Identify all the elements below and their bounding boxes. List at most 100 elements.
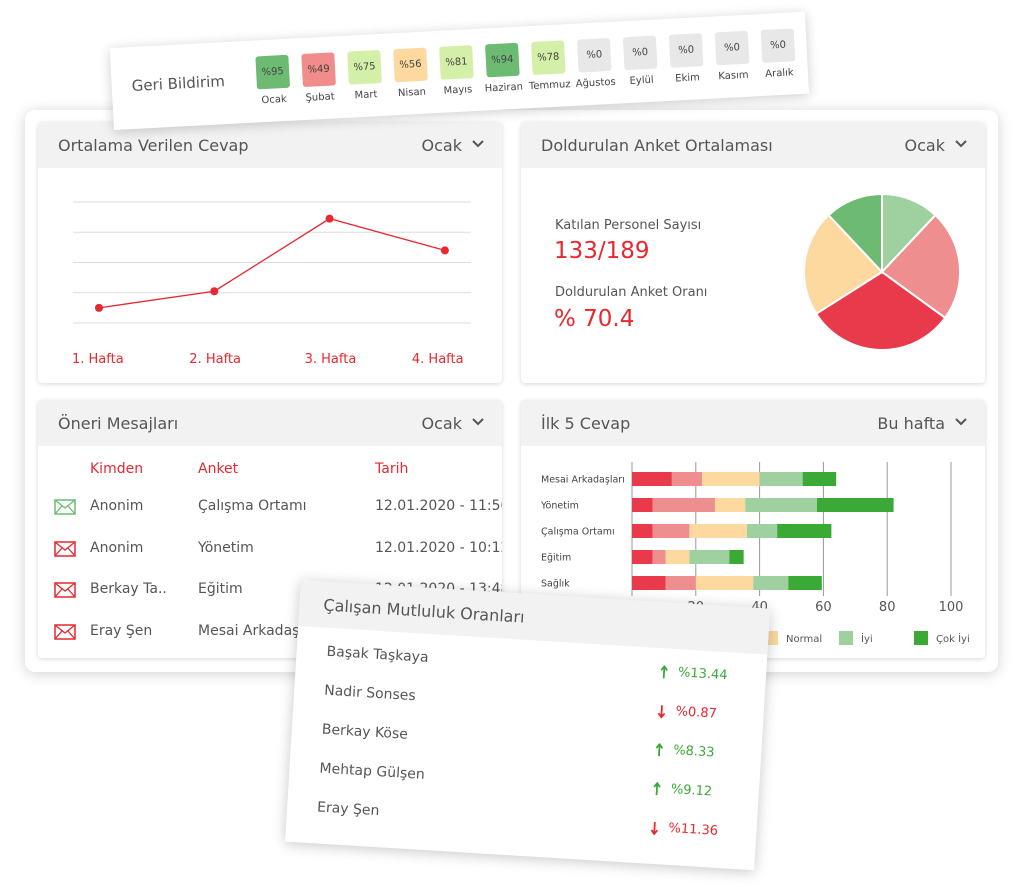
envelope-icon [54, 582, 76, 598]
average-card: Ortalama Verilen Cevap Ocak 1. Hafta 2. Haf… [38, 122, 502, 383]
table-cell: Eray Şen [90, 622, 153, 639]
bar-segment [817, 498, 894, 512]
month-score: %0 [668, 33, 704, 68]
table-cell: Berkay Ta.. [90, 581, 167, 597]
bar-segment [652, 498, 715, 512]
point [95, 303, 103, 312]
stat-value: % 70.4 [554, 306, 635, 332]
change-value: %13.44 [677, 665, 728, 684]
x-tick-label: 80 [879, 600, 896, 615]
bar-segment [632, 472, 672, 486]
pie-slice [803, 213, 884, 316]
x-tick-label: 4. Hafta [412, 352, 464, 367]
x-tick-label: 2. Hafta [189, 352, 241, 367]
filter-dropdown[interactable]: Ocak [421, 136, 462, 155]
bar-segment [753, 576, 789, 590]
table-cell: 12.01.2020 - 11:50 [375, 498, 502, 514]
filter-chevron [472, 140, 484, 148]
y-tick-label: Çalışma Ortamı [541, 527, 615, 538]
employee-name: Mehtap Gülşen [319, 760, 426, 783]
employee-name: Başak Taşkaya [326, 643, 429, 666]
bar-segment [652, 524, 690, 538]
trend-arrow-shape [655, 742, 664, 757]
month-score: %75 [347, 49, 382, 85]
y-tick-label: Eğitim [541, 553, 571, 564]
bar-segment [632, 550, 653, 564]
table-cell: 12.01.2020 - 10:12 [375, 539, 502, 556]
line-chart: 1. Hafta 2. Hafta 3. Hafta 4. Hafta [72, 201, 471, 367]
point [440, 246, 449, 255]
bar-segment [802, 472, 837, 486]
line [98, 217, 446, 309]
bar-segment [632, 524, 653, 538]
trend-arrow [653, 781, 661, 796]
pie-slice [827, 192, 883, 275]
month-score: %56 [393, 47, 428, 83]
filter-dropdown[interactable]: Bu hafta [877, 414, 945, 433]
table-cell: Yönetim [198, 539, 254, 556]
chevron-icon [472, 418, 484, 426]
bar-segment [729, 550, 744, 564]
column-header: Tarih [375, 461, 409, 477]
envelope-body [54, 623, 76, 640]
pie-slice [814, 270, 947, 351]
month-score: %81 [439, 45, 474, 80]
point [325, 214, 334, 223]
card-title: İlk 5 Cevap [541, 414, 631, 433]
stat-label: Doldurulan Anket Oranı [555, 285, 708, 300]
legend-label: Çok İyi [936, 632, 970, 645]
x-tick-label: 100 [939, 600, 964, 615]
bar-segment [632, 576, 666, 590]
legend-label: İyi [861, 632, 873, 645]
change-value: %0.87 [675, 704, 718, 722]
table-cell: Mesai Arkadaşları [198, 622, 322, 639]
stat-label: Katılan Personel Sayısı [555, 218, 702, 233]
month-label: Aralık [764, 67, 794, 80]
month-score: %94 [485, 42, 520, 78]
trend-arrow [655, 742, 664, 757]
trend-arrow [657, 705, 666, 719]
change-value: %11.36 [668, 820, 719, 839]
envelope-body [54, 582, 76, 598]
bar-segment [714, 498, 746, 512]
filter-dropdown[interactable]: Ocak [421, 414, 462, 433]
month-score: %95 [255, 54, 291, 90]
card-header: İlk 5 Cevap Bu hafta [521, 400, 985, 446]
envelope-icon [54, 540, 76, 557]
month-score: %49 [301, 52, 336, 88]
bar-segment [745, 498, 818, 512]
table-cell: Çalışma Ortamı [198, 498, 307, 514]
bar-segment [665, 550, 690, 564]
envelope-flap [54, 499, 76, 515]
card-header: Öneri Mesajları Ocak [38, 400, 502, 446]
month-score: %0 [714, 30, 750, 66]
x-tick-label: 60 [815, 600, 832, 615]
filter-chevron [955, 418, 967, 426]
bar-segment [788, 576, 822, 590]
month-score: %0 [622, 35, 658, 71]
chevron-icon [955, 418, 967, 426]
table-cell: Eğitim [198, 581, 243, 597]
bar-segment [746, 524, 778, 538]
bar-segment [665, 576, 696, 590]
filter-chevron [472, 418, 484, 426]
bar-segment [689, 524, 747, 538]
bar-segment [652, 550, 666, 564]
bar-chart: 020406080100Mesai ArkadaşlarıYönetimÇalı… [540, 462, 970, 645]
month-score: %0 [760, 28, 796, 63]
card-title: Doldurulan Anket Ortalaması [541, 136, 773, 155]
column-header: Kimden [90, 461, 144, 477]
filter-dropdown[interactable]: Ocak [904, 136, 945, 155]
legend-swatch [914, 631, 928, 645]
trend-arrow-shape [650, 822, 659, 836]
envelope-icon [54, 499, 76, 515]
stat-value: 133/189 [554, 238, 650, 264]
y-tick-label: Yönetim [540, 501, 579, 512]
y-tick-label: Sağlık [541, 579, 570, 590]
feedback-title: Geri Bildirim [131, 72, 226, 95]
x-tick-label: 1. Hafta [72, 352, 124, 367]
y-tick-label: Mesai Arkadaşları [541, 475, 625, 486]
legend-swatch [839, 631, 853, 645]
filter-chevron [955, 140, 967, 148]
